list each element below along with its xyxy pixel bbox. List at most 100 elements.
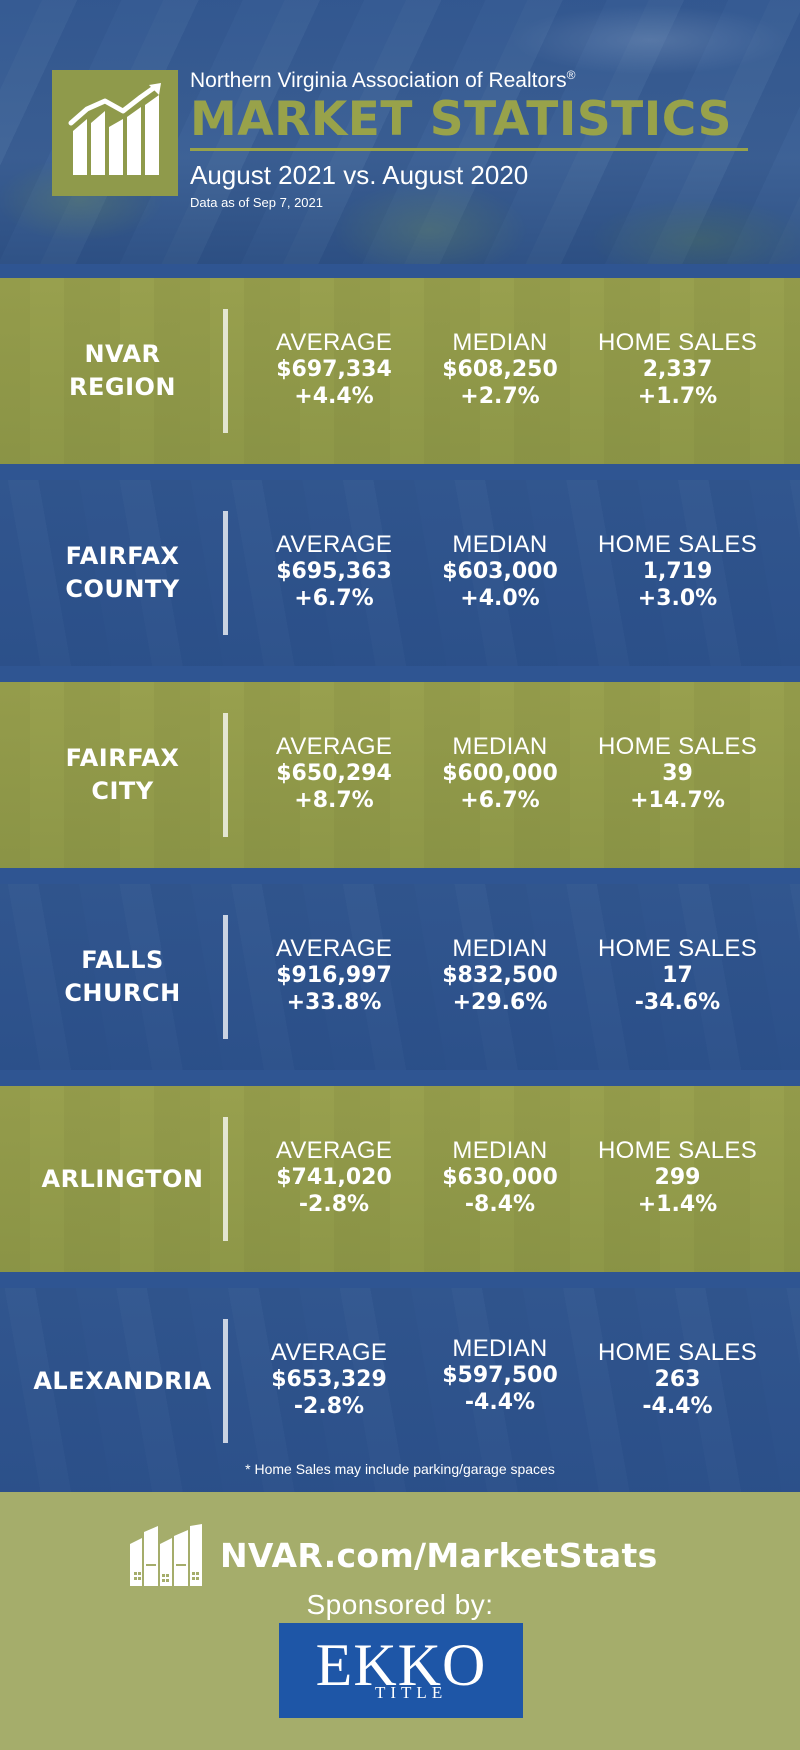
- region-name: FAIRFAX COUNTY: [65, 542, 180, 603]
- median-price-stat: MEDIAN $832,500 +29.6%: [415, 936, 585, 1016]
- sponsor-subtitle: TITLE: [375, 1683, 448, 1702]
- average-price-stat: AVERAGE $697,334 +4.4%: [249, 330, 419, 410]
- median-change: +4.0%: [460, 586, 540, 611]
- home-sales-change: +1.7%: [637, 384, 718, 409]
- home-sales-label: HOME SALES: [597, 1137, 758, 1164]
- city-buildings-icon: [130, 1524, 202, 1586]
- average-change: +6.7%: [294, 586, 374, 611]
- rising-chart-houses-icon: [68, 83, 161, 175]
- title-rule: [190, 148, 748, 151]
- median-change: +29.6%: [452, 990, 548, 1015]
- row-gap: [0, 264, 800, 278]
- region-row-fairfax-city: FAIRFAX CITY AVERAGE $650,294 +8.7% MEDI…: [0, 682, 800, 868]
- home-sales-change: -34.6%: [634, 990, 721, 1015]
- row-gap: [0, 1070, 800, 1086]
- home-sales-change: +3.0%: [637, 586, 718, 611]
- median-label: MEDIAN: [452, 733, 548, 760]
- average-price-stat: AVERAGE $916,997 +33.8%: [249, 936, 419, 1016]
- median-change: +2.7%: [460, 384, 540, 409]
- average-price-stat: AVERAGE $741,020 -2.8%: [249, 1138, 419, 1218]
- median-change: +6.7%: [460, 788, 540, 813]
- average-value: $650,294: [276, 761, 392, 786]
- median-label: MEDIAN: [452, 935, 548, 962]
- page-title: MARKET STATISTICS: [190, 92, 732, 147]
- home-sales-value: 1,719: [642, 559, 713, 584]
- median-price-stat: MEDIAN $603,000 +4.0%: [415, 532, 585, 612]
- footnote: * Home Sales may include parking/garage …: [245, 1461, 555, 1477]
- region-row-nvar: NVAR REGION AVERAGE $697,334 +4.4% MEDIA…: [0, 278, 800, 464]
- average-change: +8.7%: [294, 788, 374, 813]
- average-change: -2.8%: [298, 1192, 370, 1217]
- average-price-stat: AVERAGE $653,329 -2.8%: [244, 1340, 414, 1420]
- average-label: AVERAGE: [275, 531, 393, 558]
- sponsor-name: EKKO: [315, 1631, 487, 1698]
- region-name: ARLINGTON: [41, 1164, 204, 1193]
- median-change: -4.4%: [464, 1390, 536, 1415]
- region-row-arlington: ARLINGTON AVERAGE $741,020 -2.8% MEDIAN …: [0, 1086, 800, 1272]
- home-sales-change: +14.7%: [630, 788, 725, 813]
- home-sales-stat: HOME SALES 2,337 +1.7%: [590, 330, 765, 410]
- median-value: $603,000: [442, 559, 558, 584]
- region-name: ALEXANDRIA: [33, 1366, 212, 1395]
- median-price-stat: MEDIAN $608,250 +2.7%: [415, 330, 585, 410]
- row-divider: [223, 309, 228, 433]
- median-label: MEDIAN: [452, 1335, 548, 1362]
- region-name: FALLS CHURCH: [64, 946, 181, 1007]
- row-gap: [0, 464, 800, 480]
- average-value: $695,363: [276, 559, 392, 584]
- row-gap: [0, 666, 800, 682]
- header-banner: Northern Virginia Association of Realtor…: [0, 0, 800, 264]
- average-change: +33.8%: [286, 990, 382, 1015]
- row-divider: [223, 511, 228, 635]
- median-label: MEDIAN: [452, 531, 548, 558]
- site-url-link[interactable]: NVAR.com/MarketStats: [220, 1535, 658, 1575]
- median-label: MEDIAN: [452, 1137, 548, 1164]
- home-sales-change: +1.4%: [637, 1192, 718, 1217]
- home-sales-value: 263: [654, 1367, 701, 1392]
- home-sales-stat: HOME SALES 299 +1.4%: [590, 1138, 765, 1218]
- median-price-stat: MEDIAN $630,000 -8.4%: [415, 1138, 585, 1218]
- median-value: $600,000: [442, 761, 558, 786]
- median-value: $597,500: [442, 1363, 558, 1388]
- sponsor-logo: EKKO TITLE: [279, 1623, 523, 1718]
- average-label: AVERAGE: [275, 329, 393, 356]
- average-price-stat: AVERAGE $695,363 +6.7%: [249, 532, 419, 612]
- median-value: $832,500: [442, 963, 558, 988]
- median-price-stat: MEDIAN $597,500 -4.4%: [415, 1336, 585, 1416]
- median-value: $608,250: [442, 357, 558, 382]
- row-divider: [223, 713, 228, 837]
- average-label: AVERAGE: [275, 935, 393, 962]
- home-sales-label: HOME SALES: [597, 531, 758, 558]
- average-value: $653,329: [271, 1367, 387, 1392]
- home-sales-value: 17: [662, 963, 693, 988]
- region-row-falls-church: FALLS CHURCH AVERAGE $916,997 +33.8% MED…: [0, 884, 800, 1070]
- average-value: $741,020: [276, 1165, 392, 1190]
- average-change: -2.8%: [293, 1394, 365, 1419]
- home-sales-stat: HOME SALES 1,719 +3.0%: [590, 532, 765, 612]
- registered-mark: ®: [566, 68, 576, 82]
- home-sales-value: 2,337: [642, 357, 713, 382]
- sponsored-by-label: Sponsored by:: [306, 1589, 494, 1620]
- row-divider: [223, 1117, 228, 1241]
- home-sales-stat: HOME SALES 17 -34.6%: [590, 936, 765, 1016]
- home-sales-change: -4.4%: [642, 1394, 713, 1419]
- average-label: AVERAGE: [275, 1137, 393, 1164]
- site-link-line[interactable]: NVAR.com/MarketStats: [128, 1524, 658, 1586]
- home-sales-value: 299: [654, 1165, 701, 1190]
- header-text: Northern Virginia Association of Realtor…: [190, 62, 750, 211]
- comparison-period: August 2021 vs. August 2020: [190, 160, 529, 190]
- region-name: NVAR REGION: [69, 340, 176, 401]
- data-date: Data as of Sep 7, 2021: [190, 195, 323, 210]
- average-label: AVERAGE: [270, 1339, 388, 1366]
- org-name: Northern Virginia Association of Realtor…: [190, 68, 576, 92]
- average-label: AVERAGE: [275, 733, 393, 760]
- median-price-stat: MEDIAN $600,000 +6.7%: [415, 734, 585, 814]
- home-sales-label: HOME SALES: [597, 733, 758, 760]
- region-row-fairfax-county: FAIRFAX COUNTY AVERAGE $695,363 +6.7% ME…: [0, 480, 800, 666]
- home-sales-stat: HOME SALES 263 -4.4%: [590, 1340, 765, 1420]
- average-value: $697,334: [276, 357, 392, 382]
- median-change: -8.4%: [464, 1192, 536, 1217]
- home-sales-label: HOME SALES: [597, 935, 758, 962]
- home-sales-value: 39: [662, 761, 693, 786]
- footer: NVAR.com/MarketStats Sponsored by: EKKO …: [0, 1492, 800, 1750]
